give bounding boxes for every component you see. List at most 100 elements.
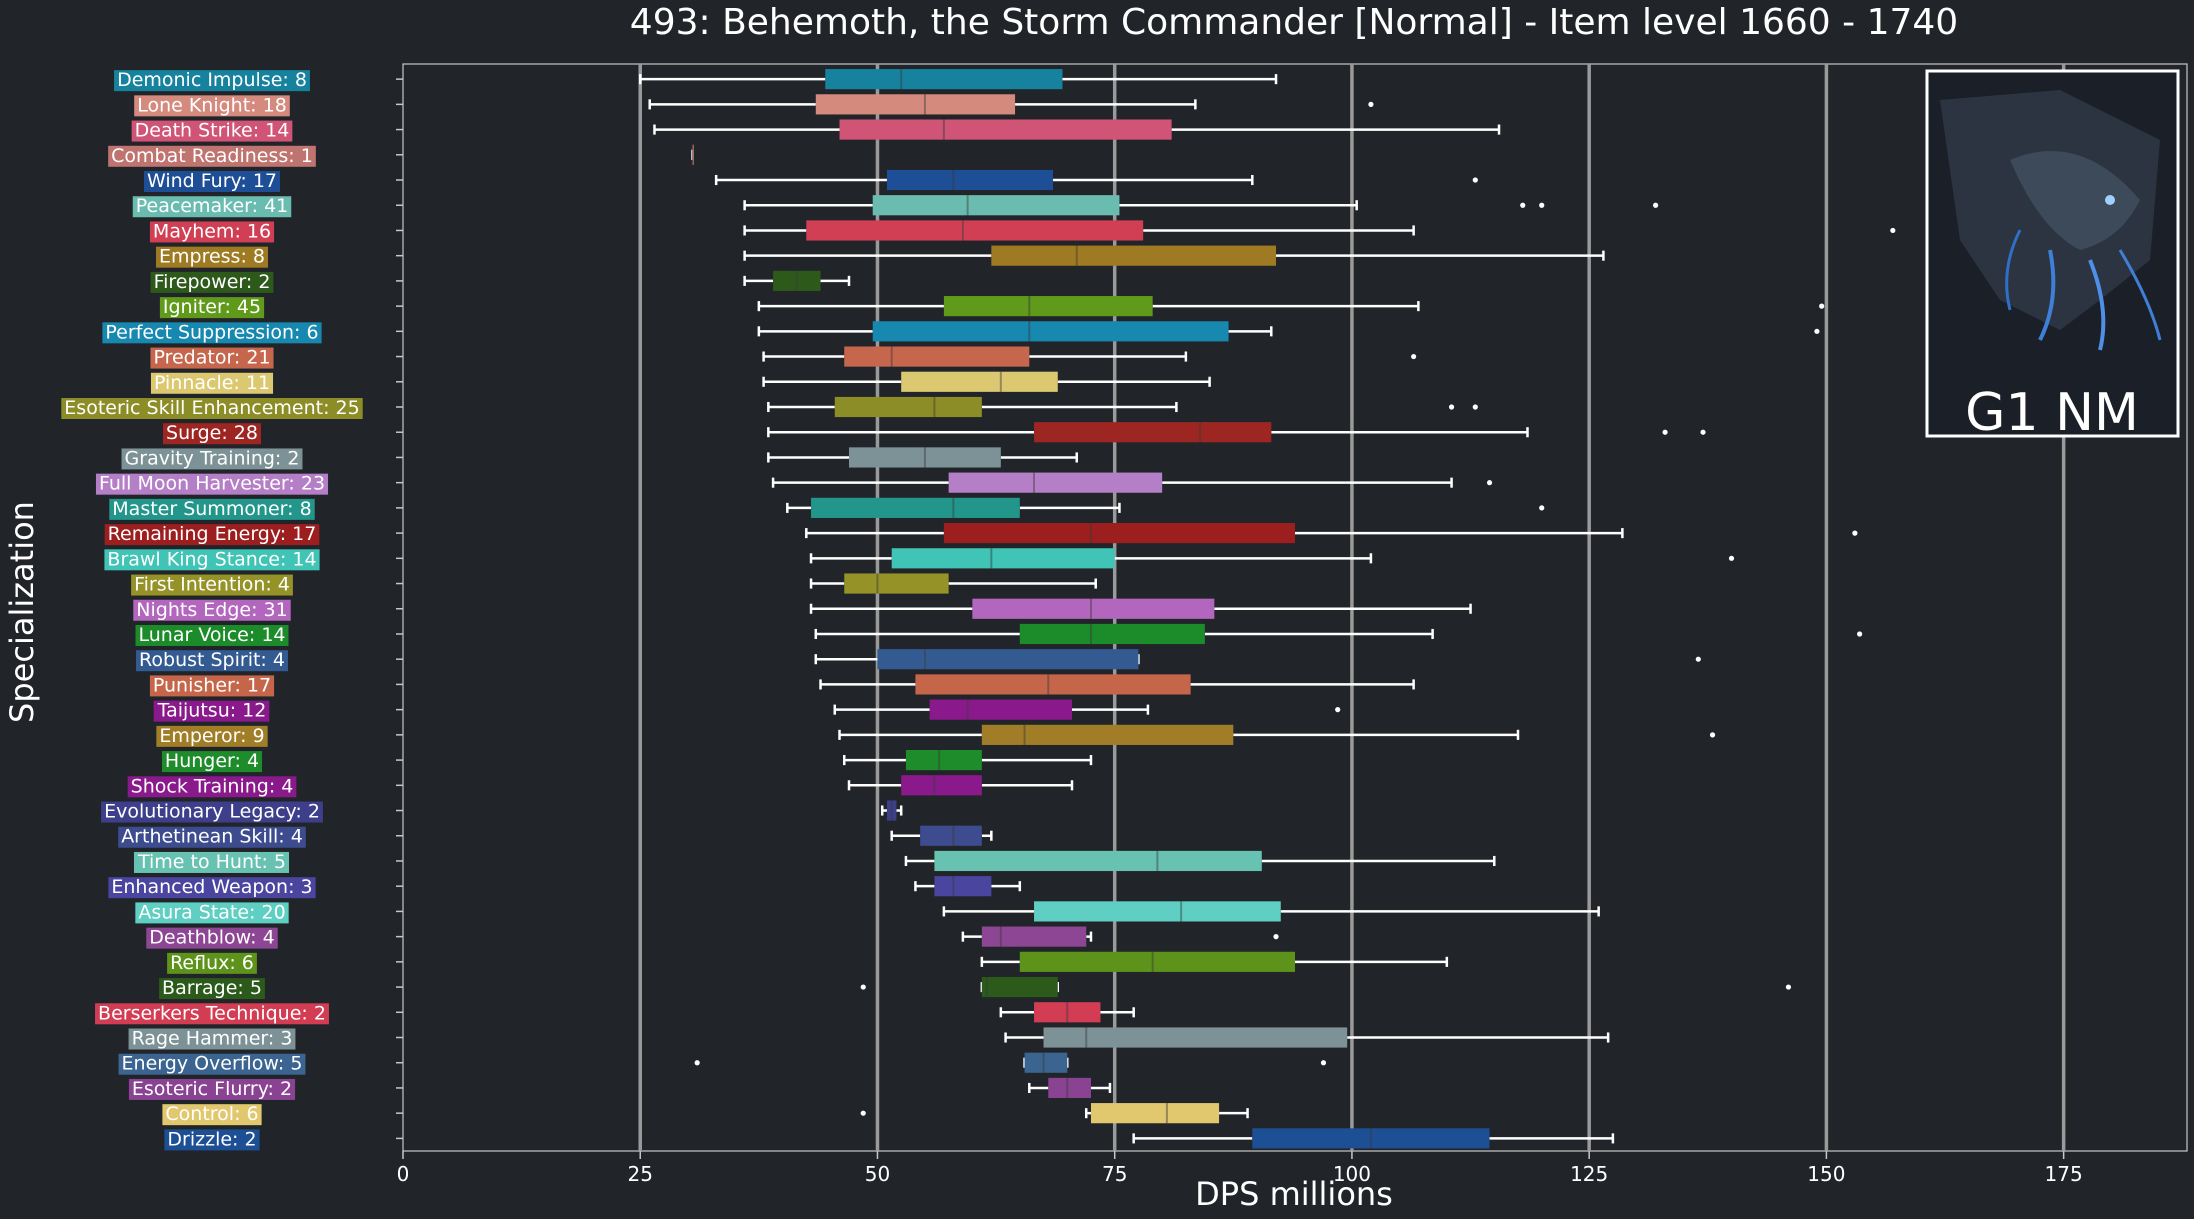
iqr-box: [981, 976, 1058, 998]
category-label-text: Reflux: 6: [170, 952, 254, 974]
iqr-box: [1034, 901, 1281, 922]
iqr-box: [1019, 951, 1295, 972]
series-group: Esoteric Flurry: 2: [128, 1077, 1112, 1100]
iqr-box: [1019, 623, 1205, 645]
category-label-text: Evolutionary Legacy: 2: [104, 801, 320, 823]
iqr-box: [839, 119, 1172, 140]
category-label: Berserkers Technique: 2: [95, 1002, 329, 1025]
iqr-box: [872, 321, 1229, 342]
category-label: Enhanced Weapon: 3: [108, 876, 316, 899]
category-label-bg: [161, 751, 263, 773]
series-group: Hunger: 4: [161, 749, 1093, 773]
category-label-text: Barrage: 5: [162, 977, 262, 999]
series-group: Reflux: 6: [167, 951, 1449, 974]
category-label-bg: [143, 171, 281, 193]
category-label-text: Emperor: 9: [159, 725, 264, 747]
series-group: Lone Knight: 18: [134, 94, 1374, 117]
category-label: Arthetinean Skill: 4: [118, 826, 306, 848]
series-group: Time to Hunt: 5: [133, 850, 1496, 873]
iqr-box: [1252, 1128, 1490, 1149]
iqr-box: [934, 876, 992, 897]
outlier-point: [1472, 177, 1478, 183]
series-group: Death Strike: 14: [131, 119, 1501, 142]
iqr-box: [877, 649, 1139, 670]
outlier-point: [694, 1060, 700, 1066]
category-label-text: Asura State: 20: [138, 901, 285, 923]
category-label: Esoteric Skill Enhancement: 25: [61, 397, 363, 419]
series-group: Perfect Suppression: 6: [102, 321, 1820, 344]
category-label: Lunar Voice: 14: [135, 624, 289, 646]
category-label: Hunger: 4: [161, 750, 263, 773]
category-label-bg: [109, 498, 315, 520]
x-tick-label: 175: [2045, 1162, 2083, 1186]
outlier-point: [1662, 429, 1668, 435]
category-label-text: Berserkers Technique: 2: [98, 1002, 326, 1024]
category-label: Control: 6: [162, 1103, 262, 1126]
category-label-text: Firepower: 2: [154, 271, 271, 293]
x-tick-label: 150: [1807, 1162, 1845, 1186]
category-label-text: Shock Training: 4: [131, 775, 294, 797]
category-label-bg: [108, 145, 316, 167]
series-group: Enhanced Weapon: 3: [108, 876, 1022, 899]
category-label-text: Lunar Voice: 14: [138, 624, 285, 646]
x-tick-label: 50: [865, 1162, 890, 1186]
category-label: Perfect Suppression: 6: [102, 321, 322, 344]
iqr-box: [834, 396, 982, 418]
category-label: Taijutsu: 12: [153, 700, 270, 722]
category-label-bg: [95, 1003, 329, 1025]
category-label-bg: [121, 448, 303, 470]
boss-badge: G1 NM: [1925, 69, 2180, 443]
series-group: Punisher: 17: [149, 674, 1415, 697]
series-group: Nights Edge: 31: [133, 598, 1472, 621]
category-label: Emperor: 9: [156, 725, 268, 747]
category-label: Death Strike: 14: [131, 120, 293, 142]
category-label-text: Taijutsu: 12: [157, 700, 267, 722]
iqr-box: [849, 447, 1001, 468]
category-label: Robust Spirit: 4: [136, 649, 288, 672]
iqr-box: [1090, 1103, 1220, 1124]
series-group: Evolutionary Legacy: 2: [101, 800, 903, 823]
iqr-box: [692, 144, 694, 165]
category-label-bg: [149, 675, 275, 697]
series-group: Arthetinean Skill: 4: [118, 825, 993, 848]
category-label-bg: [164, 1129, 260, 1151]
iqr-box: [915, 674, 1191, 695]
category-label: Deathblow: 4: [146, 927, 278, 949]
x-tick-label: 25: [628, 1162, 653, 1186]
category-label-bg: [101, 801, 323, 823]
category-label-text: Mayhem: 16: [153, 220, 271, 242]
category-label-bg: [162, 1104, 262, 1126]
outlier-point: [1335, 707, 1341, 713]
category-label: Reflux: 6: [167, 952, 257, 974]
category-label: Evolutionary Legacy: 2: [101, 801, 323, 823]
category-label-bg: [150, 347, 274, 369]
category-label-bg: [131, 574, 293, 596]
category-label: Drizzle: 2: [164, 1128, 260, 1151]
category-label-bg: [153, 700, 270, 722]
category-label-text: Remaining Energy: 17: [108, 523, 317, 545]
category-label-text: Demonic Impulse: 8: [117, 69, 307, 91]
series-group: Remaining Energy: 17: [104, 523, 1858, 546]
series-group: Firepower: 2: [150, 270, 851, 293]
category-label: Igniter: 45: [159, 296, 265, 319]
iqr-box: [991, 245, 1277, 266]
category-label-bg: [104, 549, 320, 571]
outlier-point: [860, 1110, 866, 1116]
series-group: Drizzle: 2: [164, 1128, 1615, 1151]
category-label-text: Full Moon Harvester: 23: [99, 473, 325, 495]
category-label: Firepower: 2: [150, 271, 274, 293]
iqr-box: [929, 699, 1072, 720]
category-label-bg: [133, 599, 291, 621]
outlier-point: [1273, 934, 1279, 940]
category-label-text: Predator: 21: [153, 347, 270, 369]
category-label-bg: [167, 952, 257, 974]
category-label-bg: [128, 1028, 296, 1050]
category-label-text: Combat Readiness: 1: [111, 145, 313, 167]
outlier-point: [1814, 328, 1820, 334]
category-label-text: Igniter: 45: [163, 296, 261, 318]
category-label-bg: [104, 524, 320, 546]
iqr-box: [981, 724, 1234, 745]
category-label-bg: [135, 624, 289, 646]
series-group: Barrage: 5: [159, 976, 1792, 1000]
category-label-bg: [135, 902, 289, 924]
